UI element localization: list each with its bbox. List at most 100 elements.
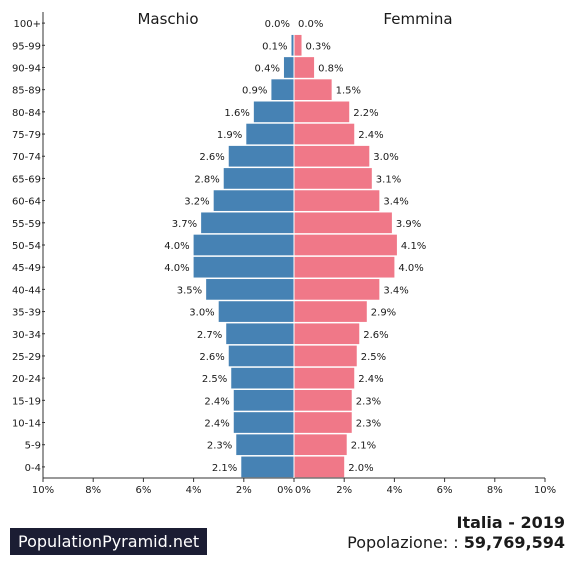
bar-female bbox=[294, 389, 352, 411]
data-label-male: 2.3% bbox=[207, 441, 232, 452]
data-label-female: 2.4% bbox=[358, 374, 383, 385]
x-tick-label: 8% bbox=[85, 485, 101, 496]
x-tick-label: 6% bbox=[135, 485, 151, 496]
data-label-male: 0.9% bbox=[242, 86, 267, 97]
bar-female bbox=[294, 212, 392, 234]
age-group-label: 60-64 bbox=[12, 197, 41, 208]
bar-male bbox=[241, 456, 294, 478]
age-group-label: 30-34 bbox=[12, 330, 41, 341]
age-group-label: 65-69 bbox=[12, 174, 41, 185]
bar-female bbox=[294, 123, 355, 145]
bar-male bbox=[193, 234, 294, 256]
x-tick-label: 10% bbox=[32, 485, 54, 496]
data-label-female: 2.0% bbox=[348, 463, 373, 474]
bar-male bbox=[206, 279, 294, 300]
data-label-female: 4.1% bbox=[401, 241, 426, 252]
bar-female bbox=[294, 323, 360, 345]
age-group-label: 75-79 bbox=[12, 130, 41, 141]
data-label-male: 1.6% bbox=[224, 108, 249, 119]
bar-female bbox=[294, 101, 350, 123]
bar-male bbox=[226, 323, 294, 345]
data-label-female: 3.4% bbox=[383, 197, 408, 208]
age-group-label: 25-29 bbox=[12, 352, 41, 363]
data-label-male: 3.7% bbox=[172, 219, 197, 230]
age-group-label: 70-74 bbox=[12, 152, 41, 163]
data-label-male: 2.7% bbox=[197, 330, 222, 341]
age-group-label: 15-19 bbox=[12, 396, 41, 407]
population-pyramid-chart: Maschio Femmina 0.0% 0.0% 100+ 0.1% 0.3% 95-99 0… bbox=[12, 10, 556, 496]
age-group-label: 85-89 bbox=[12, 86, 41, 97]
data-label-male: 3.0% bbox=[189, 308, 214, 319]
age-group-label: 5-9 bbox=[25, 441, 41, 452]
bar-male bbox=[223, 168, 294, 189]
age-group-label: 55-59 bbox=[12, 219, 41, 230]
bar-female bbox=[294, 434, 347, 456]
bar-female bbox=[294, 234, 397, 256]
population-line: Popolazione: : 59,769,594 bbox=[347, 533, 565, 552]
bar-female bbox=[294, 79, 332, 101]
bar-female bbox=[294, 367, 355, 389]
series-name-male: Maschio bbox=[137, 10, 198, 28]
brand-logo[interactable]: PopulationPyramid.net bbox=[10, 528, 208, 555]
age-group-label: 40-44 bbox=[12, 285, 41, 296]
data-label-female: 4.0% bbox=[398, 263, 423, 274]
data-label-male: 0.4% bbox=[255, 63, 280, 74]
bar-male bbox=[233, 412, 294, 433]
bar-male bbox=[231, 367, 294, 389]
x-tick-label: 8% bbox=[487, 485, 503, 496]
bar-male bbox=[233, 389, 294, 411]
data-label-male: 0.1% bbox=[262, 41, 287, 52]
data-label-female: 2.6% bbox=[363, 330, 388, 341]
bar-male bbox=[283, 57, 294, 78]
age-group-label: 45-49 bbox=[12, 263, 41, 274]
data-label-male: 2.8% bbox=[194, 174, 219, 185]
data-label-male: 2.1% bbox=[212, 463, 237, 474]
data-label-female: 0.0% bbox=[298, 19, 323, 30]
data-label-female: 2.4% bbox=[358, 130, 383, 141]
age-group-label: 10-14 bbox=[12, 419, 41, 430]
data-label-female: 0.8% bbox=[318, 63, 343, 74]
data-label-male: 2.6% bbox=[199, 352, 224, 363]
x-tick-label: 4% bbox=[386, 485, 402, 496]
bar-male bbox=[271, 79, 294, 101]
data-label-male: 4.0% bbox=[164, 263, 189, 274]
bar-female bbox=[294, 345, 357, 367]
x-tick-label: 4% bbox=[186, 485, 202, 496]
x-tick-label: 2% bbox=[336, 485, 352, 496]
data-label-female: 2.9% bbox=[371, 308, 396, 319]
data-label-male: 3.5% bbox=[177, 285, 202, 296]
data-label-female: 2.2% bbox=[353, 108, 378, 119]
data-label-male: 1.9% bbox=[217, 130, 242, 141]
x-tick-label: 10% bbox=[534, 485, 556, 496]
data-label-male: 0.0% bbox=[265, 19, 290, 30]
series-name-female: Femmina bbox=[383, 10, 452, 28]
age-group-label: 0-4 bbox=[25, 463, 41, 474]
data-label-male: 2.4% bbox=[204, 419, 229, 430]
bar-male bbox=[213, 190, 294, 211]
data-label-female: 3.9% bbox=[396, 219, 421, 230]
age-group-label: 90-94 bbox=[12, 63, 41, 74]
bar-female bbox=[294, 190, 380, 211]
age-group-label: 35-39 bbox=[12, 308, 41, 319]
x-tick-label: 0% bbox=[277, 485, 293, 496]
data-label-male: 2.6% bbox=[199, 152, 224, 163]
bar-female bbox=[294, 57, 315, 78]
x-tick-label: 6% bbox=[437, 485, 453, 496]
data-label-female: 1.5% bbox=[336, 86, 361, 97]
bar-male bbox=[246, 123, 294, 145]
data-label-female: 3.0% bbox=[373, 152, 398, 163]
age-group-label: 95-99 bbox=[12, 41, 41, 52]
data-label-female: 2.1% bbox=[351, 441, 376, 452]
bar-male bbox=[228, 145, 294, 167]
x-tick-label: 0% bbox=[295, 485, 311, 496]
data-label-female: 0.3% bbox=[306, 41, 331, 52]
data-label-male: 3.2% bbox=[184, 197, 209, 208]
data-label-female: 3.1% bbox=[376, 174, 401, 185]
bar-male bbox=[291, 34, 294, 56]
bar-female bbox=[294, 145, 370, 167]
bar-female bbox=[294, 301, 367, 322]
bar-female bbox=[294, 168, 372, 189]
data-label-female: 2.3% bbox=[356, 396, 381, 407]
bar-female bbox=[294, 34, 302, 56]
age-group-label: 100+ bbox=[14, 19, 41, 30]
